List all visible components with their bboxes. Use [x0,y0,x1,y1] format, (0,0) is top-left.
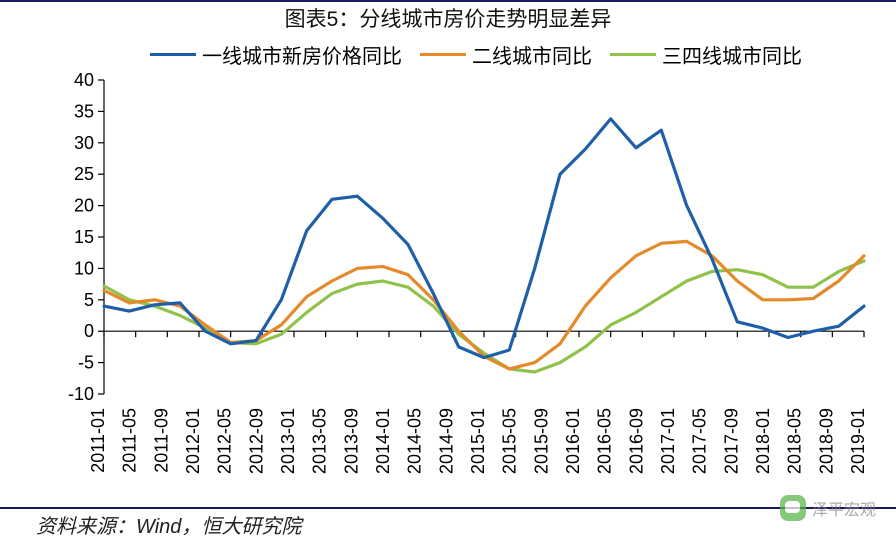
svg-text:2012-05: 2012-05 [215,408,235,474]
chart-title: 图表5：分线城市房价走势明显差异 [285,8,612,31]
svg-text:25: 25 [74,164,94,184]
bottom-rule [0,507,896,509]
svg-text:2017-01: 2017-01 [658,408,678,474]
svg-text:2012-09: 2012-09 [246,408,266,474]
svg-text:40: 40 [74,70,94,90]
svg-text:2018-09: 2018-09 [816,408,836,474]
svg-text:2015-09: 2015-09 [531,408,551,474]
svg-text:2015-05: 2015-05 [500,408,520,474]
svg-text:2016-09: 2016-09 [626,408,646,474]
svg-text:2017-05: 2017-05 [690,408,710,474]
svg-text:2018-05: 2018-05 [785,408,805,474]
svg-text:2014-05: 2014-05 [405,408,425,474]
svg-text:2012-01: 2012-01 [183,408,203,474]
svg-text:20: 20 [74,196,94,216]
svg-text:2013-09: 2013-09 [341,408,361,474]
source-text: 资料来源：Wind，恒大研究院 [36,510,301,539]
svg-text:10: 10 [74,258,94,278]
svg-text:15: 15 [74,227,94,247]
watermark-text: 泽平宏观 [812,496,876,520]
watermark: 泽平宏观 [780,495,876,521]
wechat-icon [780,495,806,521]
svg-text:2017-09: 2017-09 [721,408,741,474]
svg-text:2016-01: 2016-01 [563,408,583,474]
top-rule [0,0,896,2]
svg-text:2014-09: 2014-09 [436,408,456,474]
line-chart: -10 -5 0 5 10 15 20 25 30 35 40 2011-01 2011-05 2011-… [44,34,876,496]
svg-text:2014-01: 2014-01 [373,408,393,474]
svg-text:2019-01: 2019-01 [848,408,868,474]
svg-text:2011-09: 2011-09 [151,408,171,473]
svg-text:2015-01: 2015-01 [468,408,488,474]
svg-text:30: 30 [74,133,94,153]
svg-text:2011-01: 2011-01 [88,408,108,473]
svg-text:2016-05: 2016-05 [595,408,615,474]
svg-text:-10: -10 [68,384,94,404]
svg-text:2013-05: 2013-05 [310,408,330,474]
svg-text:-5: -5 [78,353,94,373]
svg-text:2013-01: 2013-01 [278,408,298,474]
svg-text:5: 5 [84,290,94,310]
svg-text:2011-05: 2011-05 [120,408,140,473]
svg-text:0: 0 [84,321,94,341]
svg-text:35: 35 [74,101,94,121]
svg-text:2018-01: 2018-01 [753,408,773,474]
